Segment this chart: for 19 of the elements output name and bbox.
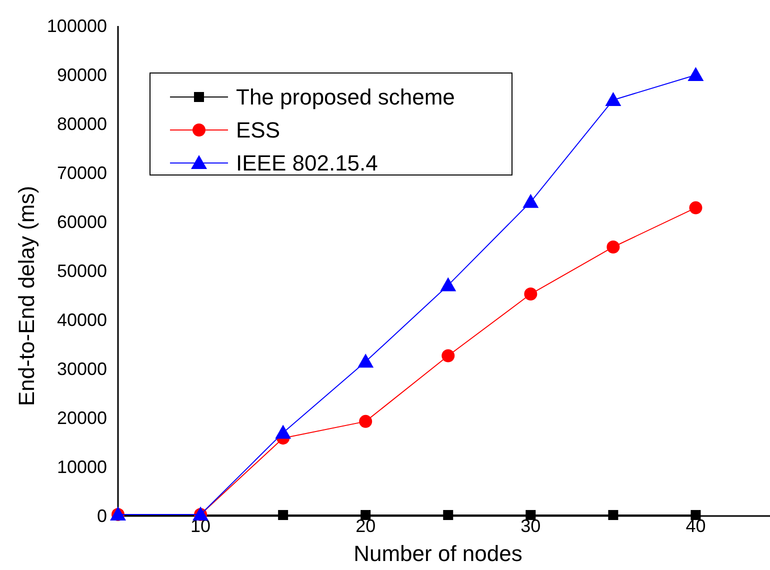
x-tick-label: 20 [356,516,376,536]
x-axis-title: Number of nodes [354,541,522,566]
y-axis-title: End-to-End delay (ms) [14,186,39,406]
y-tick-label: 70000 [56,163,107,183]
legend-label: The proposed scheme [236,84,455,110]
y-tick-label: 0 [96,506,107,526]
y-tick-label: 60000 [56,212,107,232]
y-tick-label: 40000 [56,310,107,330]
x-tick-label: 40 [686,516,706,536]
y-tick-label: 30000 [56,359,107,379]
y-tick-label: 20000 [56,408,107,428]
x-tick-label: 30 [520,516,541,536]
y-tick-label: 50000 [56,261,107,281]
legend-label: ESS [236,118,280,142]
y-tick-label: 10000 [56,457,107,477]
y-tick-label: 100000 [46,16,107,36]
y-tick-label: 90000 [56,65,107,85]
y-tick-label: 80000 [56,114,107,134]
legend-label: IEEE 802.15.4 [236,150,378,176]
